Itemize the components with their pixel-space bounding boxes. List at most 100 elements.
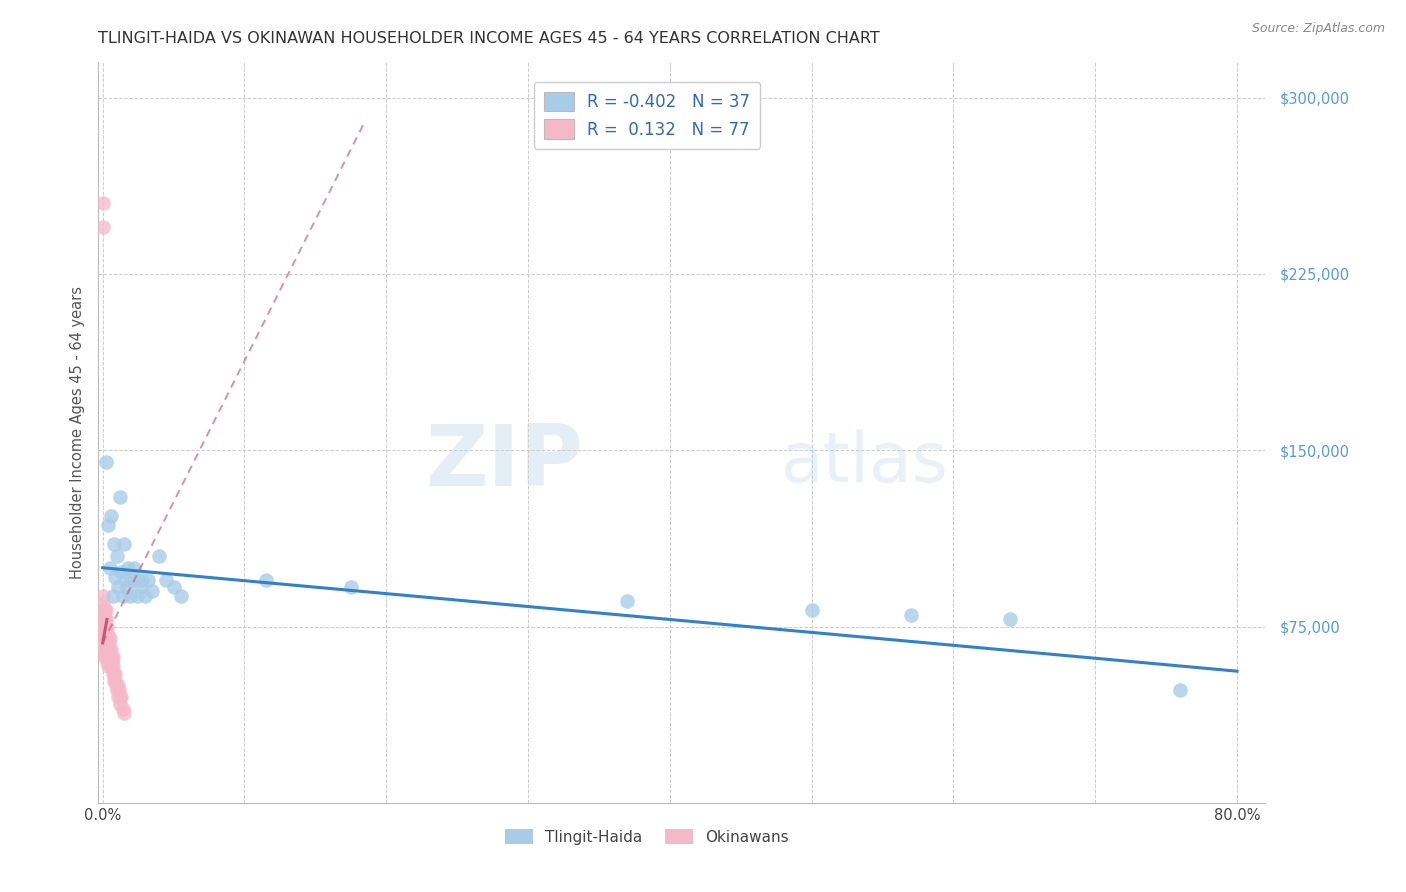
Point [114,573,136,587]
Point [96,650,118,665]
Point [103,537,125,551]
Point [125,589,148,603]
Point [100,655,122,669]
Point [115,580,138,594]
Point [101,666,124,681]
Point [93,603,115,617]
Legend: Tlingit-Haida, Okinawans: Tlingit-Haida, Okinawans [499,822,794,851]
Point [94,636,117,650]
Point [93,619,115,633]
Point [93,626,115,640]
Point [94,603,117,617]
Text: TLINGIT-HAIDA VS OKINAWAN HOUSEHOLDER INCOME AGES 45 - 64 YEARS CORRELATION CHAR: TLINGIT-HAIDA VS OKINAWAN HOUSEHOLDER IN… [98,31,880,46]
Point [93,636,115,650]
Point [94,626,117,640]
Point [616,593,638,607]
Point [101,589,124,603]
Point [136,573,159,587]
Point [98,561,121,575]
Point [96,643,118,657]
Point [96,636,118,650]
Point [93,619,115,633]
Point [108,490,131,504]
Point [141,584,163,599]
Point [97,643,120,657]
Point [108,683,131,698]
Point [98,632,121,646]
Point [100,650,122,665]
Point [105,683,128,698]
Point [94,632,117,646]
Point [93,612,115,626]
Point [120,573,142,587]
Point [107,690,129,704]
Point [104,570,127,584]
Point [104,666,127,681]
Point [97,650,120,665]
Point [98,650,121,665]
Point [122,561,145,575]
Point [103,673,125,688]
Point [110,690,132,704]
Point [131,573,153,587]
Point [98,650,121,665]
Point [93,626,115,640]
Point [93,643,115,657]
Point [97,632,120,646]
Point [900,607,922,622]
Point [94,650,117,665]
Point [96,636,118,650]
Point [127,573,149,587]
Point [91,196,114,211]
Point [110,566,132,580]
Point [998,612,1021,626]
Point [101,659,124,673]
Point [105,549,128,563]
Point [155,573,177,587]
Point [96,643,118,657]
Point [93,607,115,622]
Point [91,612,114,626]
Text: ZIP: ZIP [425,421,582,504]
Text: Source: ZipAtlas.com: Source: ZipAtlas.com [1251,22,1385,36]
Point [107,580,129,594]
Point [97,636,120,650]
Point [94,643,117,657]
Point [94,455,117,469]
Point [93,636,115,650]
Point [94,650,117,665]
Point [108,690,131,704]
Point [112,706,135,721]
Point [97,518,120,533]
Point [100,509,122,524]
Point [162,580,184,594]
Point [98,643,121,657]
Point [93,596,115,610]
Point [169,589,191,603]
Point [104,673,127,688]
Point [97,636,120,650]
Point [96,626,118,640]
Point [91,219,114,234]
Point [97,659,120,673]
Point [96,619,118,633]
Point [134,589,156,603]
Point [340,580,363,594]
Point [91,603,114,617]
Point [100,643,122,657]
Point [94,603,117,617]
Point [91,589,114,603]
Point [111,589,134,603]
Point [105,678,128,692]
Point [93,607,115,622]
Point [93,612,115,626]
Point [94,612,117,626]
Y-axis label: Householder Income Ages 45 - 64 years: Householder Income Ages 45 - 64 years [69,286,84,579]
Point [103,666,125,681]
Point [129,580,152,594]
Point [94,619,117,633]
Point [1168,683,1191,698]
Point [112,537,135,551]
Point [111,702,134,716]
Point [94,636,117,650]
